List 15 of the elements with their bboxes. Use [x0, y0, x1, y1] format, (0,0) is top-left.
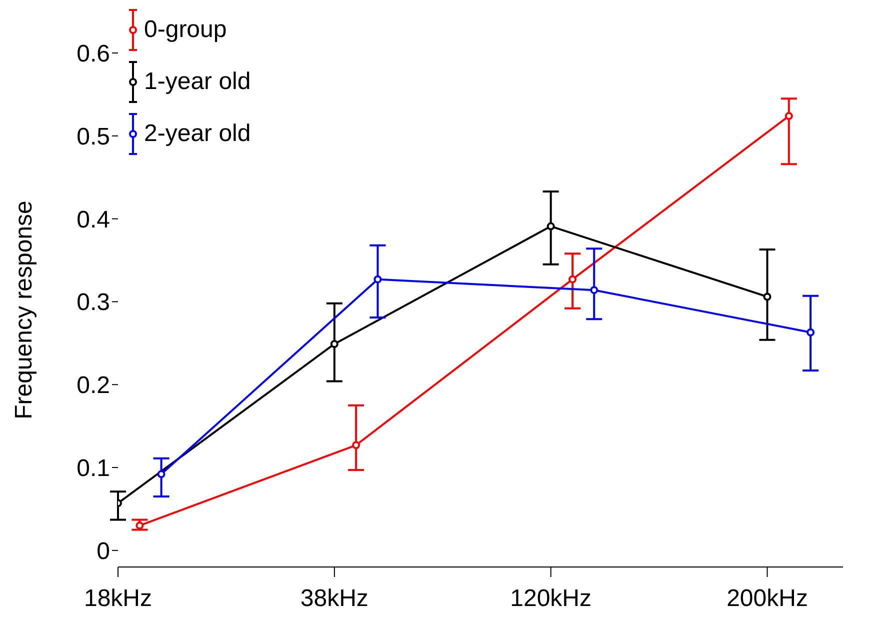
- y-tick-label: 0.5: [76, 123, 110, 150]
- y-tick-label: 0.2: [76, 372, 110, 400]
- y-tick-label: 0: [96, 538, 110, 565]
- y-tick-label: 0.3: [76, 289, 110, 316]
- x-tick-label: 18kHz: [84, 585, 152, 612]
- y-tick-label: 0.4: [76, 206, 110, 234]
- legend-label: 2-year old: [144, 120, 251, 148]
- legend-label: 0-group: [144, 16, 227, 44]
- y-axis-title: Frequency response: [10, 200, 38, 420]
- legend-label: 1-year old: [144, 68, 251, 96]
- x-tick-label: 38kHz: [300, 585, 368, 612]
- y-tick-label: 0.1: [76, 455, 110, 482]
- x-tick-label: 120kHz: [510, 585, 592, 612]
- x-tick-label: 200kHz: [726, 585, 808, 612]
- y-tick-label: 0.6: [76, 40, 110, 68]
